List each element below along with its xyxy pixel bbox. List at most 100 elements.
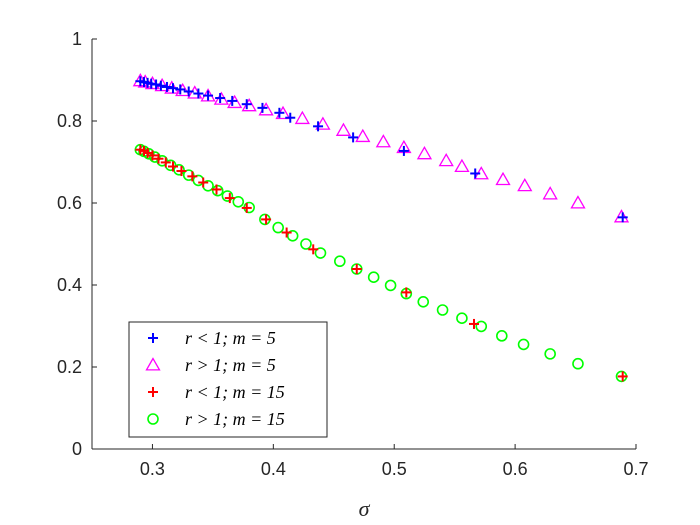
data-point [313, 121, 324, 132]
data-point [617, 371, 628, 382]
data-point [469, 318, 480, 329]
x-tick-label: 0.7 [623, 459, 648, 479]
data-point [308, 244, 319, 255]
data-point [351, 264, 362, 275]
data-point [241, 99, 252, 110]
data-point [300, 238, 312, 250]
legend-marker [145, 357, 161, 371]
data-point [176, 166, 187, 177]
x-tick-label: 0.3 [140, 459, 165, 479]
data-point [355, 128, 371, 143]
data-point [375, 134, 391, 148]
data-point [161, 81, 172, 92]
data-point [160, 157, 171, 168]
data-point [272, 221, 284, 234]
data-point [215, 93, 226, 104]
data-point [173, 163, 185, 176]
y-tick-label: 1 [72, 29, 82, 49]
data-point [617, 212, 628, 223]
data-point [203, 90, 214, 101]
legend: r < 1; m = 5 r > 1; m = 5 r < 1; m = 15 r >… [128, 321, 328, 438]
data-point [281, 227, 292, 238]
data-point [285, 112, 296, 123]
data-marks [132, 73, 630, 383]
legend-marker [148, 387, 158, 397]
legend-label: r < 1; m = 15 [185, 382, 285, 402]
data-point [198, 177, 209, 188]
legend-item: r < 1; m = 15 [148, 382, 285, 402]
legend-marker [148, 333, 158, 343]
data-point [314, 247, 327, 259]
data-point [221, 190, 234, 202]
legend-item: r > 1; m = 5 [145, 355, 276, 375]
data-point [241, 202, 252, 213]
data-point [257, 102, 268, 113]
data-point [211, 184, 222, 195]
x-tick-label: 0.4 [261, 459, 286, 479]
data-point [367, 271, 380, 284]
y-tick-label: 0 [72, 439, 82, 459]
data-point [438, 152, 454, 167]
data-point [193, 88, 204, 99]
data-point [436, 304, 449, 316]
data-point [286, 230, 299, 242]
data-point [470, 168, 481, 179]
legend-label: r > 1; m = 5 [185, 355, 276, 375]
data-point [294, 110, 310, 125]
data-point [348, 132, 359, 143]
data-point [211, 184, 224, 197]
data-point [167, 161, 178, 172]
data-point [187, 171, 198, 182]
data-point [153, 153, 164, 164]
data-point [151, 79, 162, 90]
data-point [335, 122, 352, 136]
data-point [570, 195, 586, 209]
data-point [315, 116, 331, 130]
y-tick-label: 0.6 [57, 193, 82, 213]
legend-marker [147, 413, 159, 425]
data-point [398, 145, 409, 156]
data-point [475, 320, 488, 333]
data-point [454, 158, 470, 173]
x-tick-label: 0.6 [503, 459, 528, 479]
data-point [542, 186, 558, 200]
data-point [155, 80, 166, 91]
data-point [175, 84, 186, 95]
data-point [417, 296, 430, 308]
data-point [401, 287, 412, 298]
data-point [572, 357, 584, 370]
series-0 [135, 76, 628, 223]
axes: 0.3 0.4 0.5 0.6 0.7 0 0.2 0.4 0.6 0.8 1 [57, 29, 649, 479]
series-2 [135, 144, 628, 382]
legend-label: r < 1; m = 5 [185, 328, 276, 348]
data-point [456, 312, 468, 325]
data-point [517, 338, 530, 351]
data-point [224, 193, 235, 204]
data-point [416, 145, 433, 160]
x-axis-label: σ [359, 496, 371, 521]
y-tick-label: 0.4 [57, 275, 82, 295]
data-point [227, 95, 238, 106]
legend-box [128, 321, 328, 438]
data-point [517, 177, 533, 192]
data-point [183, 86, 194, 97]
data-point [496, 330, 508, 342]
y-tick-label: 0.2 [57, 357, 82, 377]
data-point [147, 150, 158, 161]
y-tick-label: 0.8 [57, 111, 82, 131]
data-point [182, 169, 195, 181]
data-point [274, 107, 285, 118]
data-point [613, 209, 630, 223]
data-point [167, 83, 178, 94]
legend-item: r > 1; m = 15 [147, 409, 285, 429]
data-point [495, 171, 511, 186]
data-point [232, 195, 245, 208]
legend-label: r > 1; m = 15 [185, 409, 285, 429]
data-point [384, 279, 397, 292]
legend-item: r < 1; m = 5 [148, 328, 276, 348]
data-point [334, 255, 346, 268]
x-tick-label: 0.5 [382, 459, 407, 479]
data-point [261, 214, 272, 225]
data-point [544, 348, 556, 360]
